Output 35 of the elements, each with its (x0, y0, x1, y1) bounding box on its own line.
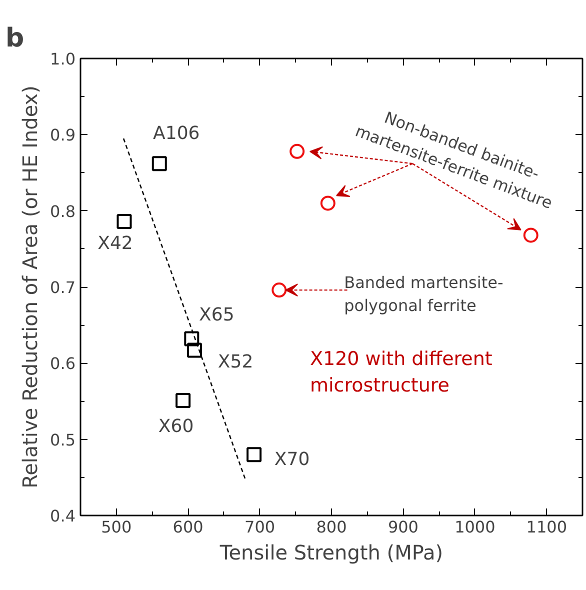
x-axis-title: Tensile Strength (MPa) (218, 540, 444, 564)
annotation: Banded martensite- polygonal ferrite (344, 273, 504, 315)
y-tick-label: 0.8 (50, 202, 76, 221)
point (320, 196, 336, 211)
annotation: X70 (274, 449, 310, 470)
y-tick-label: 0.4 (50, 506, 76, 526)
x-tick-label: 700 (244, 518, 276, 536)
y-tick-label: 0.5 (50, 430, 76, 450)
point (290, 144, 305, 159)
annotation: X42 (98, 232, 133, 254)
point (246, 447, 262, 462)
x-tick-label: 500 (101, 518, 132, 536)
point (184, 331, 200, 346)
y-tick-label: 0.9 (50, 126, 76, 145)
y-tick-label: 1.0 (50, 50, 76, 68)
y-axis-title: Relative Reduction of Area (or HE Index) (18, 86, 42, 488)
x-tick-label: 1000 (454, 518, 496, 536)
point (176, 392, 191, 408)
annotation: X65 (199, 304, 234, 326)
annotation: X60 (158, 416, 194, 437)
x-tick-label: 600 (172, 518, 204, 536)
annotation: A106 (153, 123, 200, 144)
point (272, 282, 287, 298)
x-tick-label: 1100 (526, 518, 567, 536)
y-tick-label: 0.6 (50, 354, 76, 374)
chart-title: b (6, 24, 24, 54)
annotation: X120 with different microstructure (310, 348, 492, 397)
point (116, 214, 132, 229)
x-tick-label: 800 (316, 518, 347, 536)
x-tick-label: 900 (388, 518, 418, 536)
annotation: X52 (218, 352, 254, 373)
point (523, 228, 538, 243)
y-tick-label: 0.7 (50, 278, 76, 297)
point (187, 342, 202, 358)
point (152, 156, 167, 172)
